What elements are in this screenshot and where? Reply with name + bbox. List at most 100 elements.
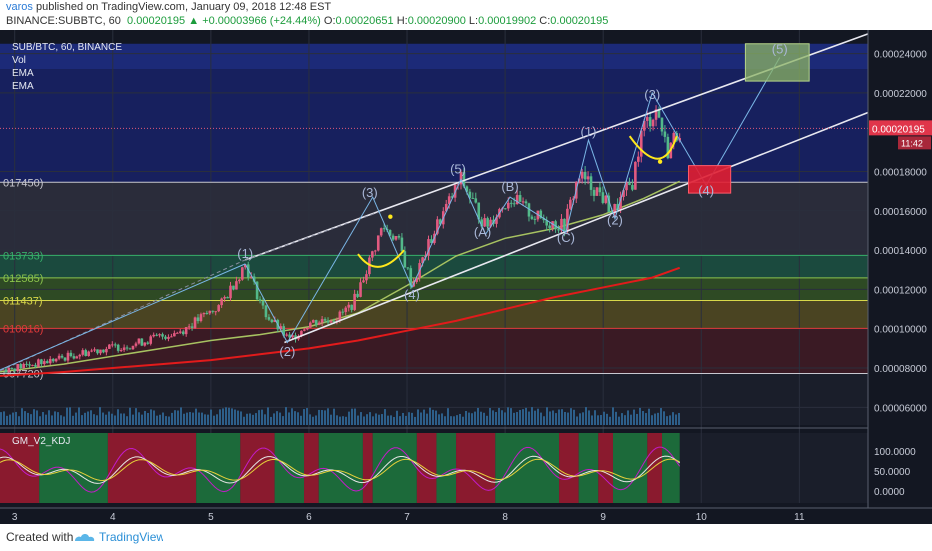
target-box-red[interactable]	[688, 165, 732, 194]
candle-body	[391, 235, 395, 240]
open-label: O:	[323, 15, 336, 27]
candle-body	[34, 364, 37, 367]
volume-bar	[267, 407, 269, 425]
candle-body	[37, 359, 40, 367]
volume-bar	[441, 413, 443, 425]
candle-body	[648, 117, 652, 127]
volume-bar	[639, 407, 641, 425]
candle-body	[341, 311, 345, 313]
volume-bar	[354, 408, 356, 425]
candle-body	[116, 344, 120, 351]
volume-bar	[513, 412, 515, 425]
volume-bar	[657, 412, 659, 425]
candle-body	[320, 319, 324, 323]
volume-bar	[321, 410, 323, 425]
candle-body	[557, 229, 560, 231]
volume-bar	[600, 414, 602, 425]
volume-bar	[531, 407, 533, 425]
low-label: L:	[468, 15, 479, 27]
kdj-bg-segment	[362, 433, 373, 503]
volume-bar	[630, 414, 632, 425]
volume-bar	[519, 409, 521, 425]
volume-bar	[408, 412, 410, 425]
candle-body	[75, 356, 79, 359]
volume-bar	[138, 412, 140, 425]
candle-body	[566, 208, 569, 232]
volume-bar	[351, 408, 353, 425]
yellow-curve-1	[357, 249, 405, 268]
volume-bar	[231, 408, 233, 425]
kdj-bg-segment	[598, 433, 613, 503]
candle-body	[480, 219, 483, 227]
vol-legend[interactable]: Vol	[12, 55, 26, 66]
volume-bar	[345, 416, 347, 425]
candle-body	[495, 217, 498, 224]
candle-body	[439, 219, 442, 225]
volume-bar	[90, 410, 92, 425]
yellow-dot-2	[657, 159, 663, 164]
wave-label: (A)	[474, 224, 491, 239]
volume-bar	[264, 414, 266, 425]
kdj-legend[interactable]: GM_V2_KDJ	[12, 436, 71, 447]
candle-body	[143, 342, 147, 346]
candle-body	[19, 364, 22, 369]
chart-canvas[interactable]: 017450)013733)012585)011437)010016)00772…	[0, 30, 932, 524]
candle-body	[211, 310, 215, 312]
ema-legend-1[interactable]: EMA	[12, 68, 34, 79]
candle-body	[397, 236, 401, 238]
volume-bar	[552, 410, 554, 425]
volume-bar	[474, 411, 476, 425]
candle-body	[16, 364, 20, 372]
volume-bar	[489, 408, 491, 425]
candle-body	[178, 331, 182, 333]
candle-body	[353, 293, 356, 310]
volume-bar	[549, 411, 551, 425]
tradingview-logo[interactable]: TradingView	[73, 528, 165, 546]
volume-bar	[177, 410, 179, 425]
volume-bar	[180, 407, 182, 425]
candle-body	[161, 334, 164, 337]
candle-body	[181, 331, 185, 335]
volume-bar	[447, 408, 449, 425]
volume-bar	[456, 415, 458, 425]
volume-bar	[564, 411, 566, 425]
candle-body	[87, 351, 90, 356]
target-box-green[interactable]	[744, 43, 810, 82]
volume-bar	[18, 416, 20, 425]
y-tick-label: 0.00008000	[874, 364, 927, 375]
author-name[interactable]: varos	[6, 1, 33, 13]
volume-bar	[0, 412, 2, 425]
candle-body	[666, 136, 670, 159]
candle-body	[317, 322, 321, 325]
ema-legend-2[interactable]: EMA	[12, 81, 34, 92]
candle-body	[356, 293, 359, 297]
y-tick-label: 0.00016000	[874, 207, 927, 218]
candle-body	[512, 203, 516, 205]
volume-bar	[429, 407, 431, 425]
candle-body	[267, 317, 271, 320]
volume-bar	[363, 416, 365, 425]
candle-body	[158, 334, 161, 336]
volume-bar	[615, 411, 617, 425]
candle-body	[634, 161, 637, 190]
drawings-layer[interactable]: (1) (2) (3) (4) (5) (A) (B) (C) (1) (2) (3) (4) (5)	[0, 33, 869, 372]
volume-bar	[84, 412, 86, 425]
candle-body	[657, 109, 661, 118]
kdj-bg-segment	[456, 433, 496, 503]
y-tick-label: 0.00006000	[874, 403, 927, 414]
candle-body	[542, 218, 546, 221]
volume-bar	[219, 409, 221, 425]
volume-bar	[555, 413, 557, 425]
kdj-tick-label: 0.0000	[874, 487, 905, 498]
candle-body	[155, 334, 158, 336]
volume-bar	[603, 411, 605, 425]
wave-label: (3)	[644, 87, 660, 102]
volume-bar	[483, 412, 485, 425]
candle-body	[362, 280, 365, 283]
candle-body	[326, 320, 330, 323]
price-band-5	[0, 300, 868, 329]
volume-bar	[540, 412, 542, 425]
candle-body	[427, 239, 430, 256]
volume-bar	[588, 410, 590, 425]
candle-body	[54, 358, 58, 362]
